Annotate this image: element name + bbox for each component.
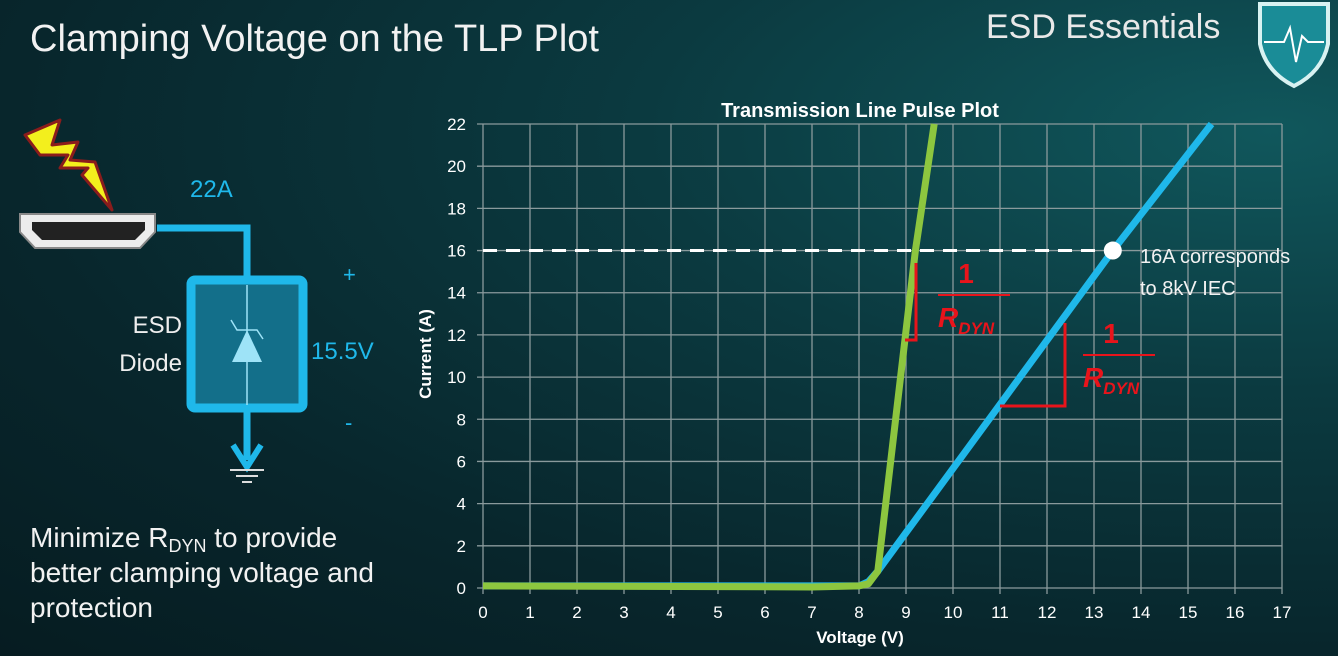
y-tick-label: 4 — [457, 495, 466, 514]
summary-text: Minimize RDYN to provide better clamping… — [30, 520, 395, 625]
y-tick-label: 6 — [457, 452, 466, 471]
x-tick-label: 4 — [666, 603, 675, 622]
y-tick-label: 0 — [457, 579, 466, 598]
x-tick-label: 7 — [807, 603, 816, 622]
current-label: 22A — [190, 176, 233, 203]
esd-circuit-diagram — [19, 118, 308, 483]
esd-label: ESD — [132, 312, 182, 339]
series-line-green — [482, 123, 938, 591]
y-tick-label: 8 — [457, 410, 466, 429]
summary-prefix: Minimize R — [30, 522, 169, 553]
x-tick-label: 10 — [944, 603, 963, 622]
x-tick-label: 0 — [478, 603, 487, 622]
x-tick-label: 15 — [1179, 603, 1198, 622]
slope-denominator-sub: DYN — [958, 319, 995, 338]
x-tick-label: 11 — [991, 603, 1009, 622]
diode-label: Diode — [119, 350, 182, 377]
x-tick-label: 2 — [572, 603, 581, 622]
y-tick-label: 20 — [447, 157, 466, 176]
summary-sub: DYN — [168, 536, 207, 556]
minus-sign: - — [345, 410, 353, 435]
arrow-down-icon — [230, 443, 264, 473]
y-tick-label: 2 — [457, 537, 466, 556]
y-tick-label: 18 — [447, 199, 466, 218]
y-tick-label: 14 — [447, 284, 466, 303]
x-tick-label: 9 — [901, 603, 910, 622]
slope-triangle — [905, 263, 918, 342]
marker-16a — [1103, 241, 1122, 260]
x-tick-label: 6 — [760, 603, 769, 622]
x-tick-label: 17 — [1273, 603, 1292, 622]
shield-logo-icon — [1258, 2, 1330, 89]
clamp-voltage-label: 15.5V — [311, 338, 374, 365]
y-tick-label: 16 — [447, 242, 466, 261]
lightning-bolt-icon — [23, 118, 114, 212]
x-tick-label: 1 — [525, 603, 534, 622]
slide-title: Clamping Voltage on the TLP Plot — [30, 18, 599, 60]
slope-numerator: 1 — [1103, 318, 1119, 349]
x-tick-label: 16 — [1226, 603, 1245, 622]
y-axis-label: Current (A) — [416, 309, 435, 399]
slope-denominator: RDYN — [938, 302, 995, 338]
ground-icon — [230, 469, 264, 483]
y-tick-label: 22 — [447, 115, 466, 134]
hdmi-connector-icon — [19, 213, 156, 249]
x-axis-label: Voltage (V) — [816, 628, 904, 647]
y-tick-label: 12 — [447, 326, 466, 345]
diode-symbol-icon — [232, 330, 262, 362]
chart-title: Transmission Line Pulse Plot — [721, 100, 999, 122]
slope-denominator-sub: DYN — [1103, 379, 1140, 398]
marker-annotation-line2: to 8kV IEC — [1140, 278, 1236, 300]
slope-numerator: 1 — [958, 258, 974, 289]
x-tick-label: 12 — [1038, 603, 1057, 622]
x-tick-label: 14 — [1132, 603, 1151, 622]
y-tick-label: 10 — [447, 368, 466, 387]
slope-triangle — [1000, 323, 1067, 408]
x-tick-label: 13 — [1085, 603, 1104, 622]
slope-denominator: RDYN — [1083, 362, 1140, 398]
summary-suffix: to provide better clamping voltage and p… — [30, 522, 374, 623]
marker-annotation-line1: 16A corresponds — [1140, 246, 1290, 268]
x-tick-label: 3 — [619, 603, 628, 622]
x-tick-label: 5 — [713, 603, 722, 622]
plus-sign: + — [343, 262, 356, 287]
brand-name: ESD Essentials — [986, 8, 1221, 46]
x-tick-label: 8 — [854, 603, 863, 622]
